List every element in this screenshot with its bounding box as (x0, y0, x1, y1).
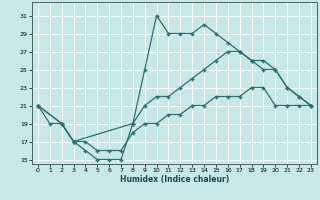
X-axis label: Humidex (Indice chaleur): Humidex (Indice chaleur) (120, 175, 229, 184)
